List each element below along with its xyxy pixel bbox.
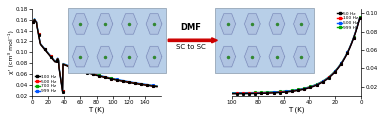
Legend: 50 Hz, 100 Hz, 500 Hz, 999 Hz: 50 Hz, 100 Hz, 500 Hz, 999 Hz [336,11,359,30]
Polygon shape [97,14,113,34]
Polygon shape [73,46,88,67]
Polygon shape [245,46,260,67]
Legend: 100 Hz, 500 Hz, 700 Hz, 999 Hz: 100 Hz, 500 Hz, 700 Hz, 999 Hz [34,74,57,93]
Polygon shape [220,46,235,67]
Polygon shape [122,46,137,67]
Polygon shape [245,14,260,34]
Polygon shape [73,14,88,34]
Text: 1: 1 [107,19,115,29]
Polygon shape [269,14,285,34]
Text: SC to SC: SC to SC [176,44,206,50]
Polygon shape [294,14,309,34]
Polygon shape [97,46,113,67]
Polygon shape [294,46,309,67]
Polygon shape [146,14,162,34]
Polygon shape [269,46,285,67]
X-axis label: T (K): T (K) [288,106,305,113]
X-axis label: T (K): T (K) [88,106,105,113]
Text: DMF: DMF [180,23,201,32]
Y-axis label: χ' (cm³ mol⁻¹): χ' (cm³ mol⁻¹) [8,30,14,74]
Text: 2: 2 [268,19,276,29]
Polygon shape [220,14,235,34]
Polygon shape [146,46,162,67]
Polygon shape [122,14,137,34]
